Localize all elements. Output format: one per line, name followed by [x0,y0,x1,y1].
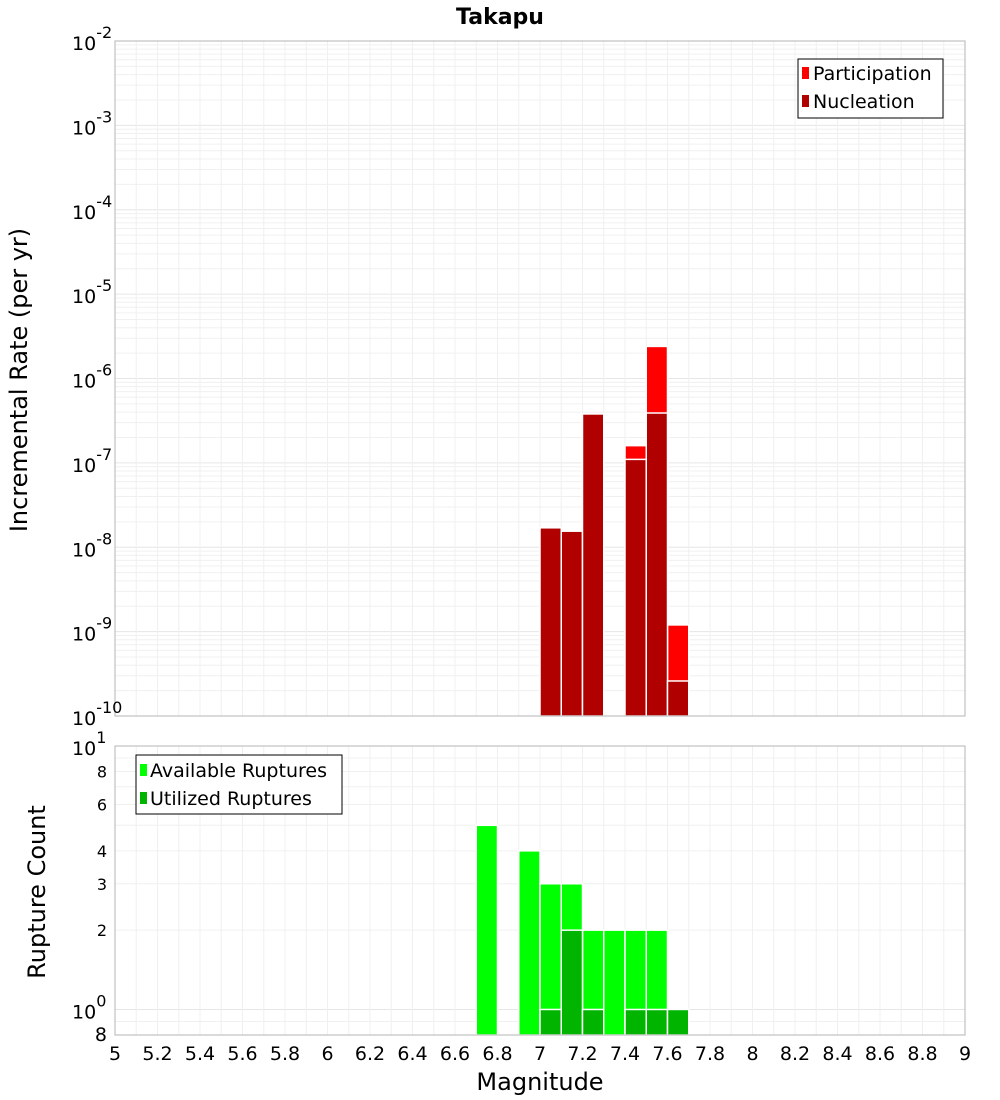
y-tick-label: 10-7 [72,445,112,477]
top-bars [539,345,690,717]
x-tick-label: 5.4 [185,1043,215,1065]
bar-nucleation [645,412,669,717]
bar-utilized-ruptures [624,1008,647,1036]
x-tick-label: 8.4 [822,1043,852,1065]
x-tick-label: 5.8 [270,1043,300,1065]
legend-swatch-utilized-ruptures [140,792,147,804]
bar-nucleation [539,527,562,717]
bar-utilized-ruptures [560,929,584,1036]
x-tick-label: 6.2 [355,1043,385,1065]
y-tick-label: 10-6 [72,361,112,393]
chart-title: Takapu [456,5,544,30]
x-tick-label: 6.4 [397,1043,427,1065]
x-tick-label: 6 [321,1043,333,1065]
bar-nucleation [666,680,690,717]
x-tick-label: 7.8 [695,1043,725,1065]
bar-utilized-ruptures [645,1008,669,1036]
y-tick-label: 10-9 [72,614,112,646]
top-plot-frame [114,40,966,717]
bar-utilized-ruptures [666,1008,690,1036]
x-tick-label: 8.6 [865,1043,895,1065]
bottom-plot-frame [114,745,966,1036]
y-tick-label: 10-4 [72,192,112,224]
x-tick-label: 8.2 [780,1043,810,1065]
x-tick-label: 7.2 [567,1043,597,1065]
y-tick-label: 101 [72,728,106,760]
bar-available-ruptures [475,824,499,1036]
bar-nucleation [560,530,584,717]
y-tick-label: 8 [97,763,107,782]
bar-nucleation [624,458,647,717]
x-tick-label: 6.6 [440,1043,470,1065]
bar-utilized-ruptures [539,1008,562,1036]
legend-label-available-ruptures: Available Ruptures [150,760,327,782]
x-tick-label: 6.8 [482,1043,512,1065]
x-axis-label: Magnitude [476,1068,603,1096]
x-tick-label: 9 [959,1043,971,1065]
y-tick-label: 10-5 [72,276,112,308]
x-tick-label: 7 [534,1043,546,1065]
legend-label-utilized-ruptures: Utilized Ruptures [150,788,312,810]
y-tick-label: 3 [97,875,107,894]
y-tick-label: 10-3 [72,107,112,139]
legend-label-nucleation: Nucleation [813,91,915,113]
x-ticks: 5 5.2 5.4 5.6 5.8 6 6.2 6.4 6.6 6.8 7 7.2 7.4 7.6 7.8 8… [109,1043,971,1065]
x-tick-label: 8 [746,1043,758,1065]
legend-swatch-participation [802,67,809,79]
legend-swatch-nucleation [802,95,809,107]
x-tick-label: 8.8 [907,1043,937,1065]
x-tick-label: 5.6 [227,1043,257,1065]
y-tick-label: 10-2 [72,23,112,55]
y-tick-label: 2 [97,921,107,940]
bottom-y-axis-label: Rupture Count [23,805,51,979]
y-tick-label: 6 [97,795,107,814]
x-tick-label: 5.2 [142,1043,172,1065]
y-tick-label: 10-8 [72,529,112,561]
top-y-axis-label: Incremental Rate (per yr) [5,228,33,532]
bar-available-ruptures [518,850,541,1036]
y-tick-label: 10-10 [72,698,122,730]
top-legend: Participation Nucleation [797,58,944,119]
x-tick-label: 5 [109,1043,121,1065]
bottom-bars [475,824,690,1036]
bar-utilized-ruptures [581,1008,605,1036]
y-tick-label: 4 [97,842,107,861]
x-tick-label: 7.4 [610,1043,640,1065]
legend-label-participation: Participation [813,63,932,85]
bar-nucleation [581,413,605,717]
y-tick-label: 100 [72,991,106,1023]
bar-available-ruptures [603,929,626,1036]
x-tick-label: 7.6 [652,1043,682,1065]
y-tick-label: 8 [95,1024,107,1046]
bottom-legend: Available Ruptures Utilized Ruptures [135,754,343,815]
legend-swatch-available-ruptures [140,764,147,776]
